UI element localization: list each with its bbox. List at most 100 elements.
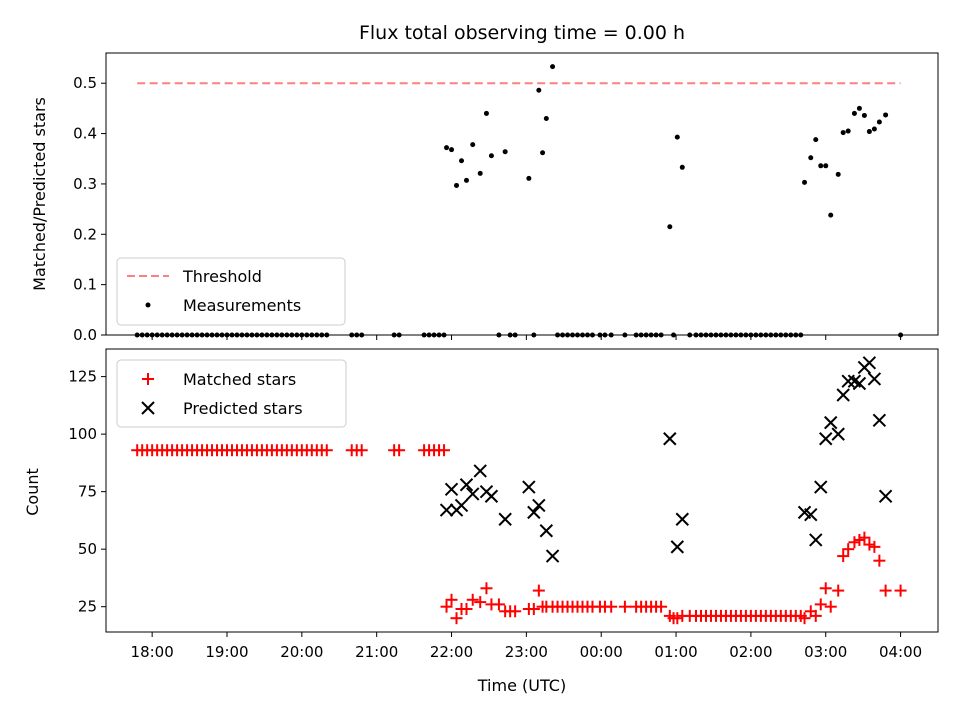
measurement-point <box>674 134 680 140</box>
matched-star-point <box>474 596 487 609</box>
predicted-star-point <box>459 478 474 492</box>
top-y-tick-label: 0.3 <box>73 175 97 193</box>
measurement-point <box>813 137 819 143</box>
top-y-tick-label: 0.1 <box>73 276 97 294</box>
predicted-star-point <box>675 512 689 526</box>
legend-measurements-label: Measurements <box>183 296 301 315</box>
measurement-point <box>679 164 685 170</box>
x-tick-label: 02:00 <box>729 643 772 661</box>
measurement-point <box>876 119 882 125</box>
matched-star-point <box>509 605 522 618</box>
matched-star-point <box>879 584 892 597</box>
predicted-star-point <box>545 549 560 563</box>
bottom-y-tick-label: 100 <box>68 425 97 443</box>
predicted-star-point <box>804 507 818 522</box>
matched-star-point <box>605 600 618 613</box>
measurement-point <box>444 145 450 151</box>
chart-title: Flux total observing time = 0.00 h <box>359 22 685 44</box>
measurement-point <box>470 142 476 148</box>
matched-star-point <box>814 598 827 611</box>
matched-star-point <box>868 540 881 553</box>
legend-matched-swatch <box>142 373 154 385</box>
top-y-tick-label: 0.0 <box>73 326 97 344</box>
legend-measurements-swatch <box>145 302 151 308</box>
x-tick-label: 01:00 <box>654 643 697 661</box>
matched-star-point <box>320 444 333 457</box>
matched-star-point <box>832 584 845 597</box>
matched-star-point <box>438 444 451 457</box>
top-panel: Flux total observing time = 0.00 h 0.0 0.… <box>30 22 939 344</box>
predicted-star-point <box>539 524 554 538</box>
matched-star-point <box>460 602 473 615</box>
predicted-star-point <box>824 415 838 430</box>
measurement-point <box>526 175 532 181</box>
predicted-star-point <box>439 503 454 517</box>
predicted-star-point <box>841 374 855 388</box>
predicted-star-point <box>878 489 893 503</box>
matched-star-point <box>445 593 458 606</box>
measurement-point <box>802 179 808 185</box>
top-y-tick-label: 0.5 <box>73 74 97 92</box>
matched-star-point <box>527 602 540 615</box>
predicted-star-point <box>663 432 677 446</box>
measurement-point <box>823 163 829 169</box>
bottom-y-tick-label: 75 <box>78 483 97 501</box>
predicted-star-point <box>484 489 499 503</box>
measurement-point <box>449 147 455 153</box>
predicted-star-point <box>532 498 546 513</box>
measurement-point <box>835 171 841 177</box>
matched-star-point <box>837 550 850 563</box>
top-axes-frame <box>105 52 939 336</box>
top-y-axis-label: Matched/Predicted stars <box>30 97 49 291</box>
predicted-stars-points <box>439 356 893 563</box>
legend-threshold-label: Threshold <box>182 267 262 286</box>
top-legend: Threshold Measurements <box>116 257 346 326</box>
x-tick-label: 19:00 <box>205 643 248 661</box>
measurement-point <box>454 182 460 188</box>
bottom-y-tick-label: 50 <box>78 540 97 558</box>
matched-star-point <box>809 609 822 622</box>
bottom-y-tick-label: 25 <box>78 598 97 616</box>
measurement-point <box>818 163 824 169</box>
measurement-point <box>883 112 889 118</box>
predicted-star-point <box>527 505 541 520</box>
matched-star-point <box>440 600 453 613</box>
matched-star-point <box>842 543 855 556</box>
predicted-star-point <box>444 482 459 497</box>
top-legend-box <box>116 257 346 326</box>
measurement-point <box>536 87 542 93</box>
measurement-point <box>828 212 834 218</box>
measurement-point <box>483 110 489 116</box>
top-axis-ticks: 0.0 0.1 0.2 0.3 0.4 0.5 <box>73 74 902 344</box>
measurement-point <box>459 158 465 164</box>
measurement-point <box>488 153 494 159</box>
x-tick-label: 04:00 <box>879 643 922 661</box>
bottom-panel: 25 50 75 100 125 18:00 19:00 20:00 21:00 22:00 23:… <box>23 348 939 695</box>
top-y-tick-label: 0.4 <box>73 125 97 143</box>
bottom-axis-ticks: 25 50 75 100 125 18:00 19:00 20:00 21:00 22:00 23:… <box>68 368 922 661</box>
matched-star-point <box>618 600 631 613</box>
matched-star-point <box>393 444 406 457</box>
measurement-point <box>540 150 546 156</box>
measurement-point <box>550 64 556 70</box>
x-tick-label: 23:00 <box>505 643 548 661</box>
x-tick-label: 00:00 <box>580 643 623 661</box>
matched-star-point <box>466 593 479 606</box>
measurement-point <box>463 177 469 183</box>
measurement-point <box>667 224 673 230</box>
predicted-star-point <box>522 480 536 494</box>
predicted-star-point <box>872 413 887 428</box>
x-tick-label: 21:00 <box>355 643 398 661</box>
matched-stars-points <box>131 444 907 625</box>
predicted-star-point <box>862 356 877 370</box>
predicted-star-point <box>836 388 850 402</box>
bottom-y-tick-label: 125 <box>68 368 97 386</box>
measurement-point <box>477 170 483 176</box>
legend-matched-label: Matched stars <box>183 370 296 389</box>
matched-star-point <box>894 584 907 597</box>
bottom-axes-frame <box>105 348 939 633</box>
predicted-star-point <box>466 487 480 501</box>
measurement-point <box>866 129 872 135</box>
matched-star-point <box>355 444 368 457</box>
